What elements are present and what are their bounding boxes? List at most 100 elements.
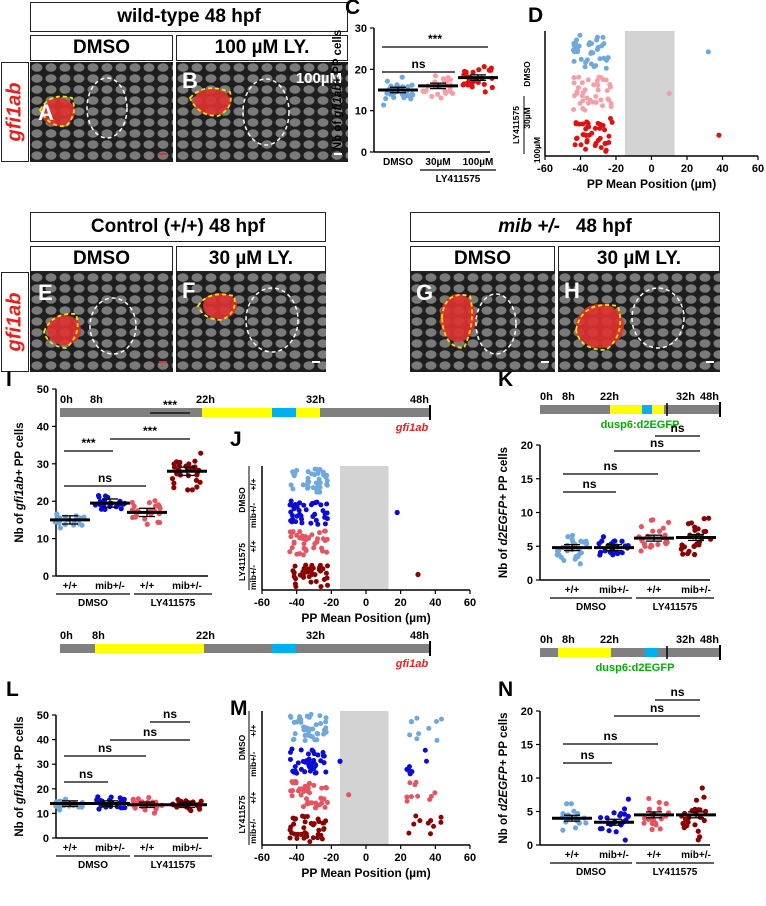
data-point (130, 798, 136, 804)
data-point (292, 764, 298, 770)
data-point (699, 785, 705, 791)
data-point (605, 96, 611, 102)
data-point (411, 821, 417, 827)
data-point (582, 64, 588, 70)
y-tick-label: 20 (37, 784, 49, 796)
outlier-point (666, 90, 672, 97)
data-point (427, 797, 433, 803)
row-label-dmso: DMSO (522, 61, 532, 87)
data-point (311, 545, 317, 551)
ylabel-part: PP cells (14, 716, 26, 763)
data-point (573, 120, 579, 126)
data-point (302, 783, 308, 789)
x-tick-label: -60 (254, 597, 270, 609)
x-tick-label: 60 (464, 597, 476, 609)
x-tick-label: -60 (537, 163, 553, 175)
timeline-segment (652, 405, 664, 414)
y-tick-label: 30 (355, 23, 367, 35)
data-point (323, 719, 329, 725)
x-tick-label: 0 (363, 852, 369, 864)
group-label: DMSO (78, 598, 108, 609)
data-point (641, 820, 647, 826)
data-point (649, 826, 655, 833)
data-point (410, 92, 416, 98)
data-point (292, 779, 298, 785)
row-label-30: 30µM (522, 107, 532, 128)
data-point (308, 579, 314, 585)
data-point (324, 482, 330, 488)
ylabel-part: Nb of (14, 510, 26, 543)
data-point (323, 570, 329, 576)
data-point (416, 731, 422, 737)
timeline-tick: 8h (92, 630, 105, 642)
data-point (384, 78, 390, 84)
data-point (318, 502, 324, 508)
sig-label: ns (650, 436, 664, 450)
label-ly30-f: 30 µM LY. (176, 246, 326, 272)
data-point (572, 825, 579, 831)
header-mib-italic: mib +/- (498, 216, 560, 237)
timeline-tick: 32h (676, 634, 695, 646)
sig-label: ns (411, 57, 425, 71)
data-point (303, 546, 309, 552)
data-point (305, 469, 311, 475)
data-point (469, 84, 475, 90)
data-point (438, 716, 444, 722)
x-tick-label: +/+ (140, 581, 155, 592)
data-point (602, 548, 608, 554)
data-point (401, 95, 407, 101)
sig-label: ns (670, 685, 684, 699)
sig-label: ns (580, 748, 594, 762)
data-point (321, 760, 327, 766)
data-point (572, 49, 578, 55)
data-point (615, 550, 621, 557)
data-point (460, 82, 466, 88)
data-point (593, 94, 599, 100)
panel-letter-d: D (528, 4, 543, 27)
data-point (290, 737, 296, 743)
data-point (56, 807, 63, 813)
data-point (577, 32, 583, 38)
data-point (603, 65, 609, 71)
data-point (599, 825, 605, 832)
panel-letter-a: A (38, 100, 54, 125)
timeline-segment (296, 408, 320, 417)
panel-letter-h: H (564, 278, 580, 303)
data-point (315, 470, 321, 476)
y-tick-label: 10 (521, 508, 533, 520)
data-point (298, 766, 304, 772)
data-point (302, 819, 308, 825)
y-axis-label: Nb of gfi1ab+ PP cells (14, 422, 26, 542)
data-point (621, 811, 628, 817)
data-point (194, 484, 200, 490)
data-point (313, 800, 319, 806)
data-point (434, 737, 440, 743)
data-point (291, 540, 297, 546)
label-dmso-e: DMSO (30, 246, 173, 272)
x-tick-label: 40 (429, 597, 441, 609)
data-point (576, 552, 582, 558)
data-point (131, 503, 137, 509)
data-point (585, 77, 591, 83)
data-point (297, 551, 303, 557)
y-tick-label: 30 (37, 759, 49, 771)
data-point (381, 102, 387, 108)
sig-label: ns (670, 421, 684, 435)
data-point (564, 801, 570, 807)
data-point (288, 509, 294, 515)
data-point (692, 822, 698, 828)
x-tick-label: 20 (395, 597, 407, 609)
y-tick-label: 0 (527, 575, 533, 587)
data-point (586, 132, 592, 138)
micrograph-a: A (30, 62, 173, 162)
data-point (322, 521, 328, 527)
ylabel-part: Nb of (498, 811, 510, 844)
data-point (685, 819, 691, 825)
data-point (304, 813, 310, 819)
x-tick-label: +/+ (565, 850, 580, 861)
data-point (309, 800, 315, 806)
timeline-tick: 22h (600, 634, 619, 646)
data-point (301, 825, 307, 831)
data-point (188, 807, 194, 814)
ylabel-part: PP cells (332, 30, 344, 77)
